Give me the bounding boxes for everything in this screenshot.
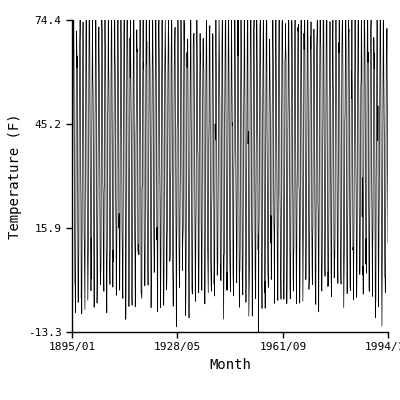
X-axis label: Month: Month xyxy=(209,358,251,372)
Y-axis label: Temperature (F): Temperature (F) xyxy=(8,113,22,239)
